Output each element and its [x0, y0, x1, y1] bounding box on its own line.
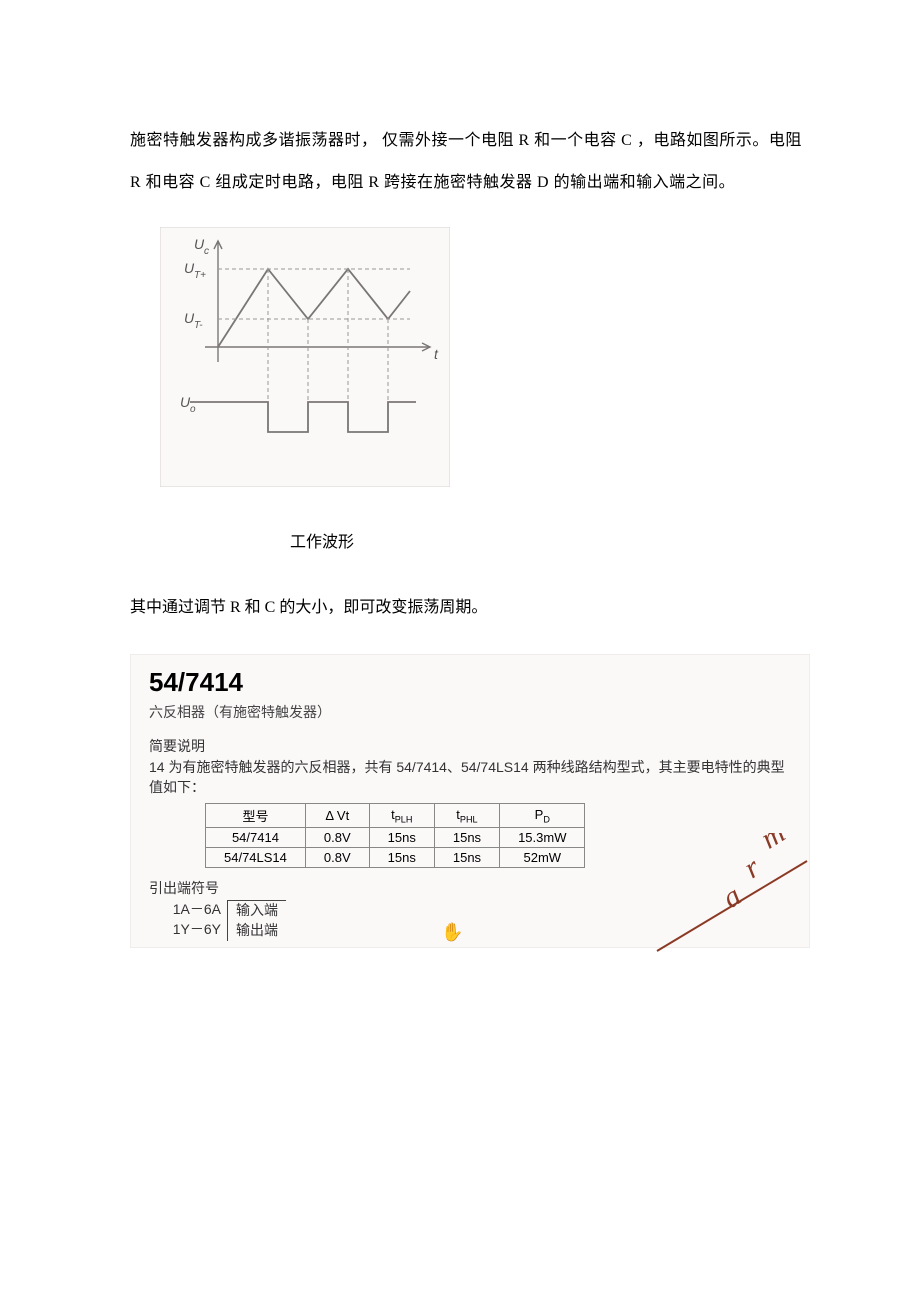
note-paragraph: 其中通过调节 R 和 C 的大小，即可改变振荡周期。 [130, 592, 810, 624]
datasheet-subtitle: 六反相器（有施密特触发器） [149, 702, 791, 722]
pinout-section: 引出端符号 1A－6A 1Y－6Y 输入端 输出端 [149, 878, 791, 940]
svg-text:T-: T- [194, 320, 203, 331]
th-model: 型号 [206, 804, 306, 828]
datasheet-description: 14 为有施密特触发器的六反相器，共有 54/7414、54/74LS14 两种… [149, 758, 791, 797]
table-row: 54/74LS14 0.8V 15ns 15ns 52mW [206, 848, 585, 868]
hand-cursor-icon: ✋ [441, 922, 463, 943]
intro-paragraph: 施密特触发器构成多谐振荡器时， 仅需外接一个电阻 R 和一个电容 C ，电路如图… [130, 120, 810, 203]
section-brief-label: 简要说明 [149, 736, 791, 756]
th-dvt: Δ Vt [305, 804, 369, 828]
datasheet-box: 54/7414 六反相器（有施密特触发器） 简要说明 14 为有施密特触发器的六… [130, 654, 810, 947]
th-tphl: tPHL [434, 804, 499, 828]
th-pd: PD [500, 804, 585, 828]
th-tplh: tPLH [369, 804, 434, 828]
datasheet-title: 54/7414 [149, 667, 791, 698]
pin-left-col: 1A－6A 1Y－6Y [149, 900, 227, 939]
svg-text:T+: T+ [194, 270, 206, 281]
pin-right-col: 输入端 输出端 [227, 900, 286, 940]
svg-text:c: c [204, 246, 209, 257]
table-row: 54/7414 0.8V 15ns 15ns 15.3mW [206, 828, 585, 848]
svg-text:m: m [755, 833, 791, 855]
chart-caption: 工作波形 [290, 528, 810, 552]
waveform-chart: Uc UT+ UT- t Uo [160, 227, 810, 492]
svg-text:o: o [190, 404, 196, 415]
pinout-label: 引出端符号 [149, 878, 791, 898]
spec-table: 型号 Δ Vt tPLH tPHL PD 54/7414 0.8V 15ns 1… [205, 803, 585, 868]
table-header-row: 型号 Δ Vt tPLH tPHL PD [206, 804, 585, 828]
